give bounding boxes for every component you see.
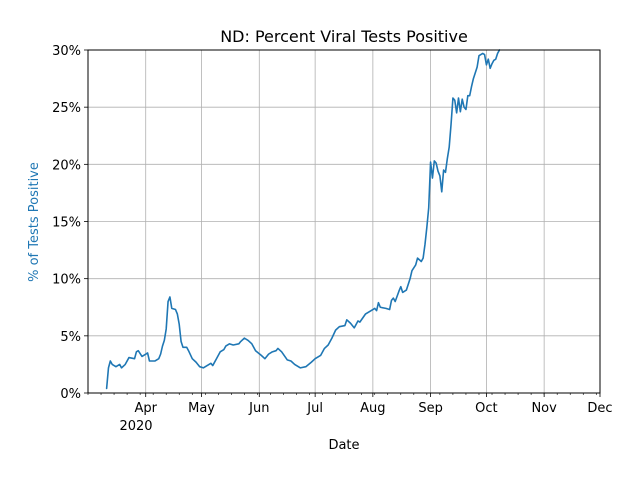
plot-area: Apr May Jun Jul Aug Sep Oct Nov Dec 0% 5% 10% 15% 20… [52, 44, 612, 416]
y-tick-label: 20% [52, 158, 81, 173]
series-layer [105, 49, 501, 390]
y-tick-label: 15% [52, 216, 81, 231]
y-axis: 0% 5% 10% 15% 20% 25% 30% [52, 44, 88, 402]
series-line [105, 49, 501, 390]
x-tick-label: Oct [475, 401, 497, 416]
x-tick-label: Dec [587, 401, 612, 416]
x-axis-label: Date [328, 438, 359, 453]
y-tick-label: 30% [52, 44, 81, 59]
x-tick-label: Aug [360, 401, 385, 416]
x-year-label: 2020 [119, 419, 152, 434]
x-tick-label: Apr [134, 401, 157, 416]
y-axis-label: % of Tests Positive [27, 162, 42, 282]
x-axis: Apr May Jun Jul Aug Sep Oct Nov Dec [87, 393, 613, 416]
x-tick-label: May [188, 401, 215, 416]
x-tick-label: Nov [531, 401, 557, 416]
x-tick-label: Sep [418, 401, 443, 416]
x-tick-label: Jun [248, 401, 269, 416]
grid-lines [88, 49, 601, 394]
y-tick-label: 5% [60, 330, 81, 345]
y-tick-label: 25% [52, 101, 81, 116]
y-tick-label: 10% [52, 273, 81, 288]
chart-title: ND: Percent Viral Tests Positive [220, 27, 468, 46]
y-tick-label: 0% [60, 387, 81, 402]
x-tick-label: Jul [306, 401, 323, 416]
